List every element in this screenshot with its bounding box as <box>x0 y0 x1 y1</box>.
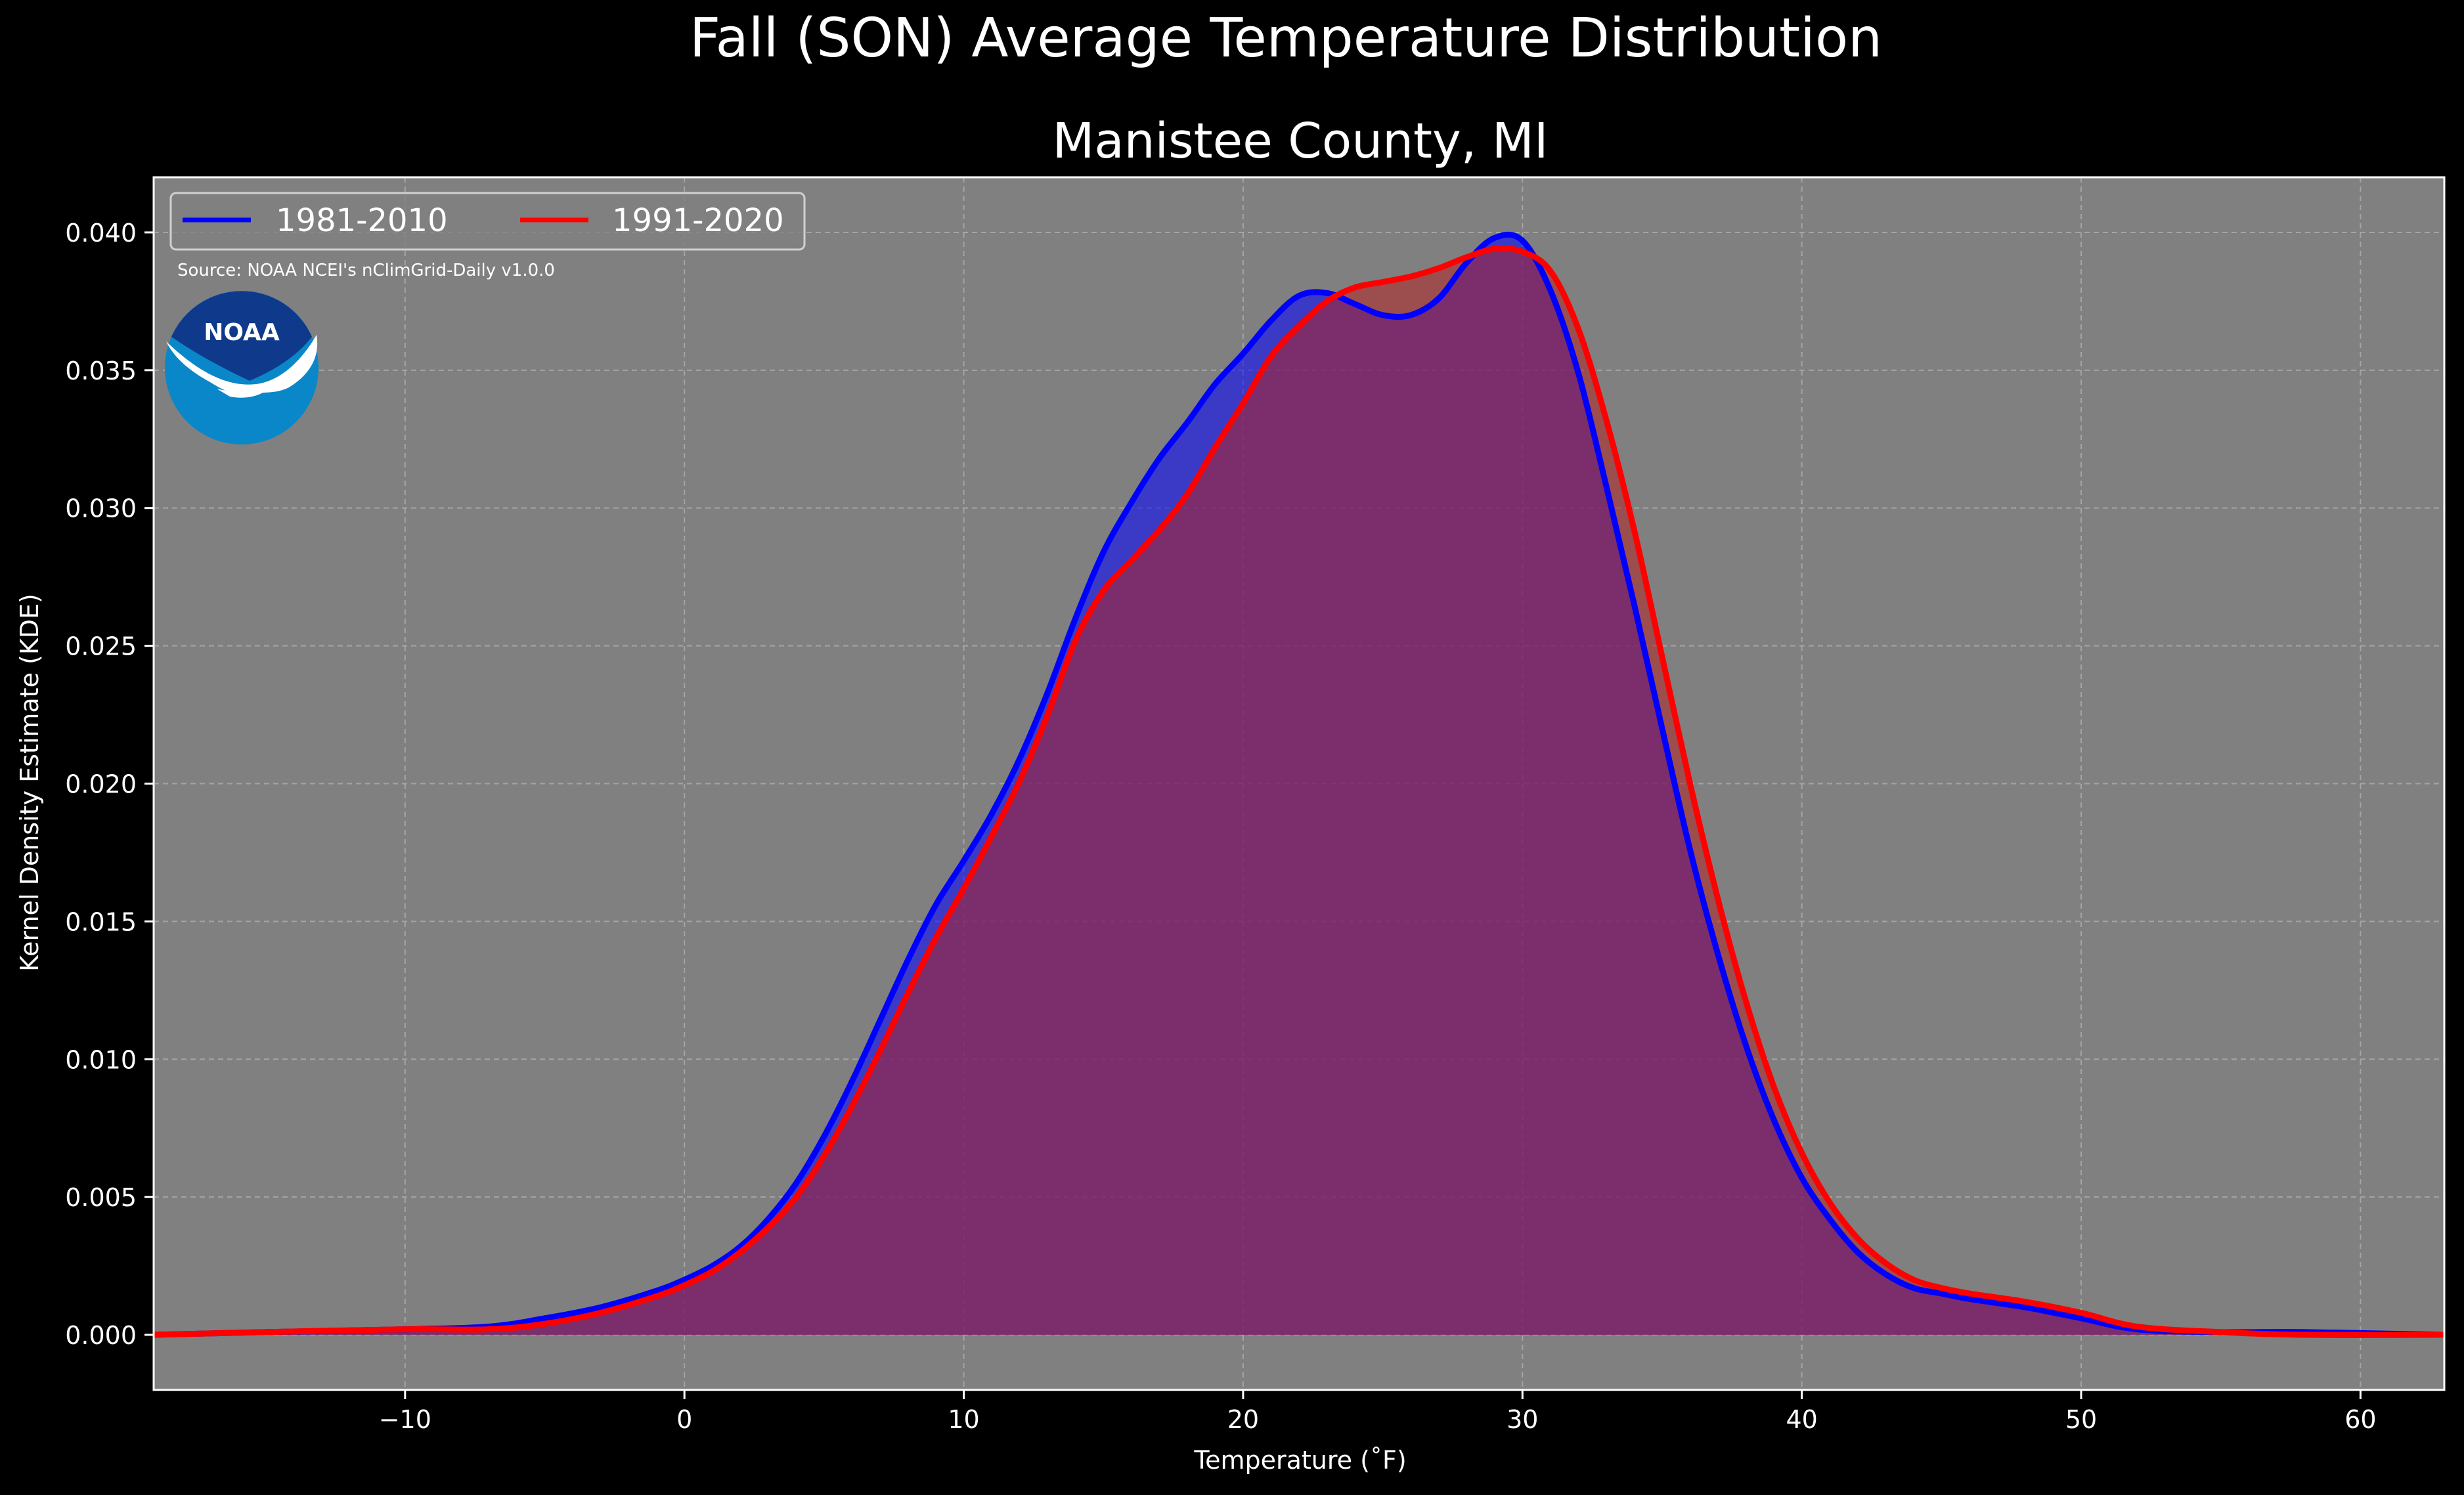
legend-box <box>169 192 806 251</box>
x-tick-label-6: 50 <box>2065 1405 2097 1434</box>
y-tick-label-2: 0.010 <box>65 1045 137 1074</box>
chart-title: Fall (SON) Average Temperature Distribut… <box>690 7 1882 70</box>
series-line-1991-2020 <box>153 245 2445 1338</box>
noaa-logo-sky <box>171 291 312 381</box>
y-tick-label-6: 0.030 <box>65 494 137 523</box>
y-tick-label-7: 0.035 <box>65 357 137 385</box>
x-tick-label-5: 40 <box>1786 1405 1817 1434</box>
y-tick-label-0: 0.000 <box>65 1321 137 1350</box>
x-tick-label-4: 30 <box>1507 1405 1538 1434</box>
series-area-1991-2020 <box>154 248 2444 1335</box>
y-tick-label-8: 0.040 <box>65 219 137 248</box>
chart-subtitle: Manistee County, MI <box>1052 113 1548 169</box>
series-line-1981-2010 <box>153 231 2445 1338</box>
x-tick-label-1: 0 <box>676 1405 692 1434</box>
x-tick-label-3: 20 <box>1227 1405 1259 1434</box>
noaa-logo-wing-icon <box>217 379 276 398</box>
legend-label-1981-2010: 1981-2010 <box>276 202 448 239</box>
legend-label-1991-2020: 1991-2020 <box>612 202 784 239</box>
x-axis: −10 0 10 20 30 40 50 60 <box>379 1390 2377 1434</box>
y-tick-label-4: 0.020 <box>65 770 137 799</box>
noaa-logo: NOAA <box>165 291 319 444</box>
series-layer <box>153 231 2445 1338</box>
y-tick-label-3: 0.015 <box>65 907 137 936</box>
x-axis-label: Temperature (˚F) <box>1193 1446 1406 1475</box>
y-tick-label-5: 0.025 <box>65 632 137 661</box>
x-tick-label-0: −10 <box>379 1405 431 1434</box>
x-tick-label-7: 60 <box>2344 1405 2376 1434</box>
y-tick-label-1: 0.005 <box>65 1183 137 1212</box>
y-axis: 0.000 0.005 0.010 0.015 0.020 0.025 0.030 0.035… <box>65 219 154 1350</box>
x-tick-label-2: 10 <box>948 1405 979 1434</box>
noaa-logo-text: NOAA <box>204 319 280 346</box>
y-axis-label: Kernel Density Estimate (KDE) <box>15 594 44 972</box>
noaa-logo-gull-icon <box>166 335 318 396</box>
legend: 1981-2010 1991-2020 <box>169 192 806 251</box>
source-note: Source: NOAA NCEI's nClimGrid-Daily v1.0… <box>177 261 555 280</box>
